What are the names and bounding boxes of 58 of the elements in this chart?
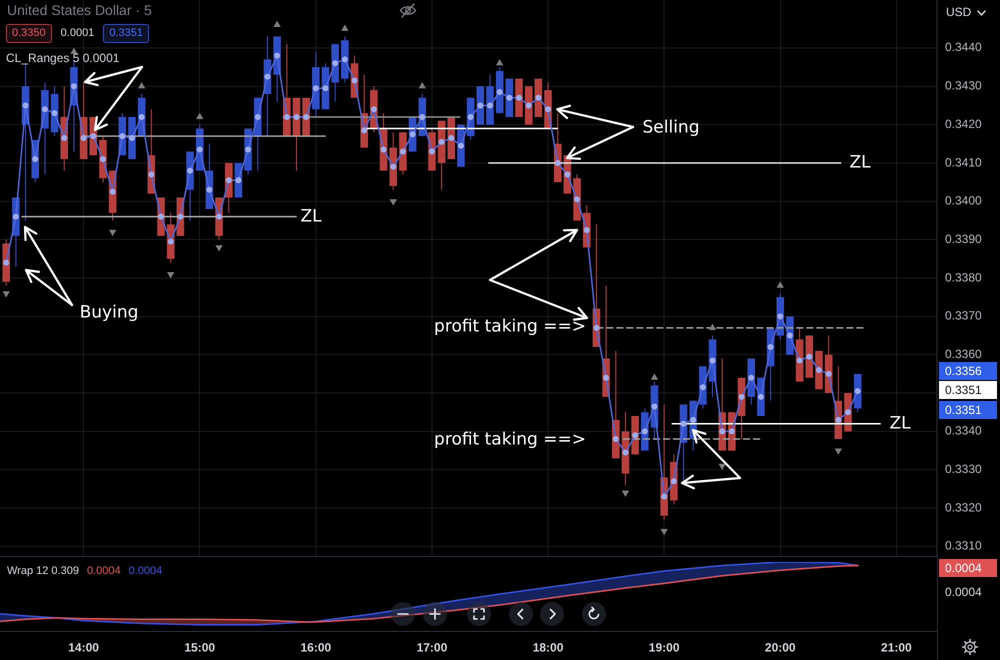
annotation: 0.0004: [128, 565, 162, 577]
y-tick-label: 0.3370: [945, 308, 982, 323]
y-tick-label: 0.3390: [945, 232, 982, 246]
point: [167, 272, 174, 278]
point: [660, 528, 668, 536]
point: [108, 230, 116, 236]
y-axis-title: USD: [946, 5, 972, 19]
x-tick-label: 17:00: [416, 640, 448, 655]
point: [215, 245, 223, 252]
x-tick-label: 21:00: [881, 640, 912, 655]
point: [138, 82, 146, 88]
y-tick-label: 0.3320: [945, 500, 982, 514]
y-tick-label: 0.3310: [945, 538, 982, 553]
annotation: ZL: [889, 413, 912, 434]
y-tick-label: 0.3330: [945, 462, 982, 476]
annotation: 0.0001: [60, 26, 96, 41]
y-tick-label: 0.3360: [945, 347, 982, 361]
y-tick-label: 0.3340: [945, 424, 982, 438]
y-tick-label: 0.3440: [945, 40, 982, 54]
point: [718, 464, 726, 470]
x-tick-label: 14:00: [68, 640, 100, 655]
y-tick-label: 0.3430: [945, 78, 982, 93]
annotation: profit taking ==>: [434, 429, 586, 450]
annotation: Buying: [80, 302, 138, 322]
annotation: ZL: [849, 152, 872, 172]
annotation: profit taking ==>: [434, 316, 586, 336]
annotation: 0.3350: [6, 24, 52, 43]
point: [341, 24, 348, 31]
x-tick-label: 16:00: [300, 640, 332, 655]
x-tick-label: 19:00: [648, 640, 680, 655]
annotation: 0.0004: [86, 565, 121, 577]
point: [418, 82, 426, 88]
text: 0.3351: [945, 382, 982, 397]
annotation: 0.3351: [103, 24, 149, 43]
point: [622, 490, 630, 497]
point: [496, 59, 504, 66]
text: CL_Ranges 5 0.0001: [6, 51, 120, 65]
chart-title: Wrap 12 0.309: [7, 565, 79, 577]
y-tick-label: 0.3400: [945, 194, 982, 208]
point: [2, 291, 10, 298]
point: [196, 112, 204, 120]
y-tick-label: 0.3380: [945, 270, 982, 284]
x-tick-label: 15:00: [184, 640, 216, 655]
annotation: Selling: [642, 117, 700, 138]
text: 0.0004: [945, 560, 982, 575]
point: [390, 199, 397, 206]
annotation: ZL: [300, 206, 322, 226]
y-tick-label: 0.3420: [945, 116, 982, 131]
text: 0.3351: [945, 402, 982, 417]
x-tick-label: 20:00: [764, 640, 796, 655]
y-tick-label: 0.3410: [945, 155, 982, 170]
chart-title: United States Dollar · 5: [7, 2, 152, 18]
text: 0.0004: [945, 584, 982, 599]
point: [273, 20, 281, 28]
text: 0.3356: [945, 364, 982, 378]
x-tick-label: 18:00: [532, 640, 564, 655]
point: [834, 448, 842, 455]
point: [70, 48, 78, 54]
